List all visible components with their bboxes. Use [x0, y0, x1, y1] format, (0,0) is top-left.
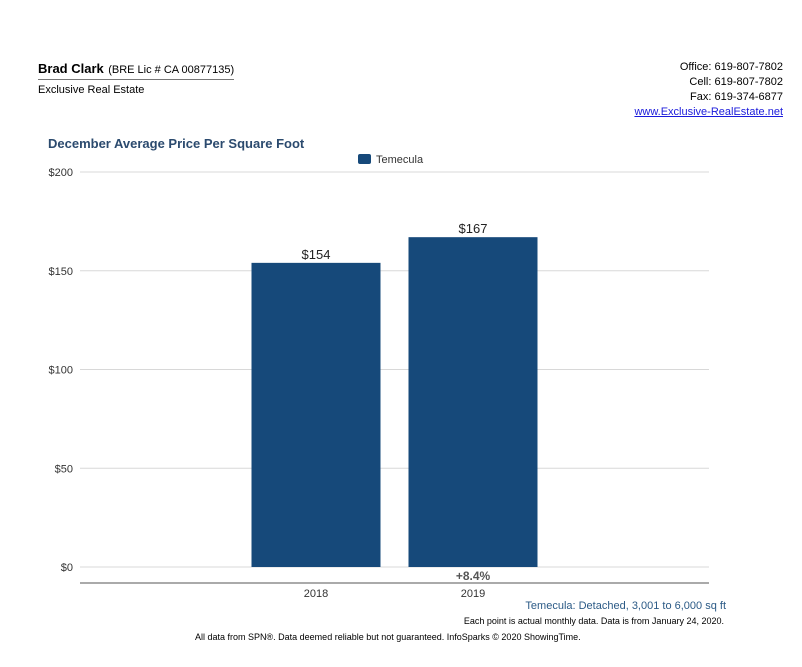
office-phone: Office: 619-807-7802	[679, 61, 783, 73]
contact-block: Office: 619-807-7802 Cell: 619-807-7802 …	[634, 60, 783, 120]
change-label: +8.4%	[456, 569, 491, 583]
agent-license: (BRE Lic # CA 00877135)	[108, 64, 235, 76]
y-tick-label: $100	[49, 365, 73, 377]
data-note: Each point is actual monthly data. Data …	[463, 616, 724, 626]
x-tick-label: 2018	[304, 588, 328, 600]
agent-line: Brad Clark (BRE Lic # CA 00877135)	[38, 60, 235, 80]
fax-number: Fax: 619-374-6877	[690, 91, 783, 103]
chart-title: December Average Price Per Square Foot	[48, 136, 305, 151]
agent-name: Brad Clark	[38, 61, 104, 76]
legend-label: Temecula	[376, 154, 424, 166]
bar	[408, 237, 538, 568]
data-label: $154	[302, 247, 331, 262]
chart-subtitle: Temecula: Detached, 3,001 to 6,000 sq ft	[525, 600, 726, 612]
bar	[251, 262, 381, 567]
legend-swatch	[358, 154, 371, 164]
agent-block: Brad Clark (BRE Lic # CA 00877135) Exclu…	[38, 60, 235, 96]
x-tick-label: 2019	[461, 588, 485, 600]
disclaimer: All data from SPN®. Data deemed reliable…	[195, 632, 581, 642]
y-tick-label: $150	[49, 266, 73, 278]
y-tick-label: $50	[55, 463, 73, 475]
company-name: Exclusive Real Estate	[38, 84, 145, 96]
website-link[interactable]: www.Exclusive-RealEstate.net	[634, 106, 783, 118]
cell-phone: Cell: 619-807-7802	[689, 76, 783, 88]
y-tick-label: $0	[61, 562, 73, 574]
data-label: $167	[459, 221, 488, 236]
y-tick-label: $200	[49, 167, 73, 179]
